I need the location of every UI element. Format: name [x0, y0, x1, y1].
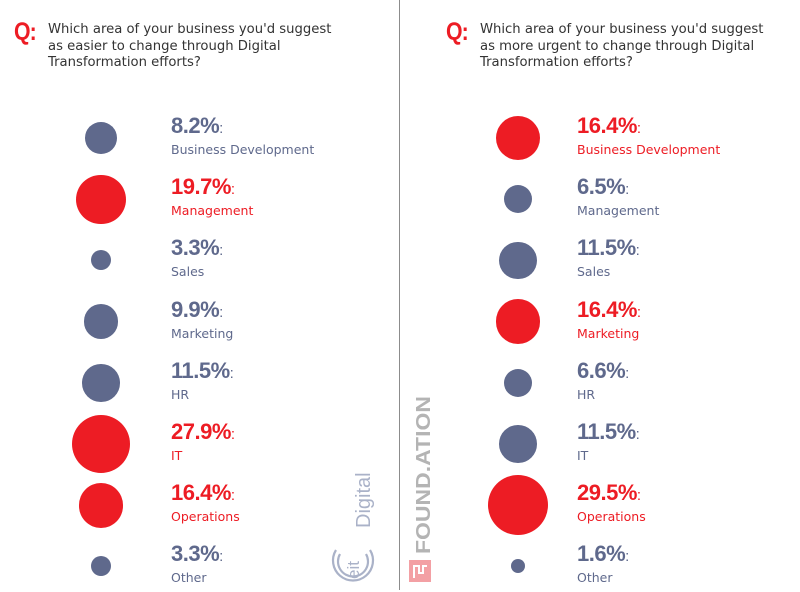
value-number: 3.3%: [171, 541, 220, 567]
bubble: [499, 425, 537, 463]
value-label: 6.5%:: [577, 175, 629, 202]
bubble: [90, 250, 112, 271]
category-label: Business Development: [171, 142, 315, 157]
category-label: HR: [171, 386, 190, 402]
bubble: [487, 475, 549, 536]
value-colon: :: [219, 242, 223, 260]
category-label: Operations: [171, 509, 240, 525]
value-label: 6.6%:: [577, 357, 629, 386]
value-label: 8.2%:: [171, 114, 223, 141]
value-number: 3.3%: [171, 235, 220, 261]
value-colon: :: [635, 242, 640, 260]
value-colon: :: [625, 181, 629, 199]
question-line: Which area of your business you'd sugges…: [480, 22, 764, 37]
question-text: Which area of your business you'd sugges…: [48, 22, 388, 72]
category-label: Business Development: [577, 142, 721, 157]
value-colon: :: [636, 120, 641, 137]
category-label: Marketing: [577, 325, 640, 341]
bubble: [83, 304, 119, 340]
eit-digital-text: Digital: [353, 472, 375, 528]
foundation-mark-icon: [409, 560, 431, 582]
category-label: IT: [171, 448, 183, 463]
value-label: 1.6%:: [577, 542, 629, 569]
value-label: 16.4%:: [577, 114, 641, 141]
value-label: 27.9%:: [171, 420, 235, 447]
category-label: Management: [577, 203, 660, 219]
value-label: 11.5%:: [577, 235, 640, 263]
value-number: 16.4%: [577, 296, 637, 322]
value-colon: :: [229, 364, 234, 382]
bubble: [82, 363, 120, 402]
category-label: IT: [577, 448, 589, 463]
bubble: [78, 482, 124, 528]
value-label: 3.3%:: [171, 236, 223, 263]
question-line: Transformation efforts?: [48, 55, 201, 70]
bubble: [76, 174, 126, 224]
value-label: 11.5%:: [171, 357, 234, 386]
bubble: [510, 559, 525, 574]
category-label: Sales: [577, 264, 611, 280]
category-label: Operations: [577, 509, 646, 525]
value-number: 11.5%: [577, 235, 636, 261]
value-number: 16.4%: [577, 113, 637, 138]
value-colon: :: [219, 303, 223, 321]
category-label: Sales: [171, 264, 205, 280]
category-label: HR: [577, 386, 596, 402]
value-number: 9.9%: [171, 296, 220, 322]
value-number: 19.7%: [171, 174, 231, 200]
value-colon: :: [219, 120, 223, 137]
panel-divider: [399, 0, 400, 590]
eit-ring-icon: [331, 549, 375, 582]
value-colon: :: [625, 548, 629, 566]
q-mark: Q:: [446, 18, 469, 46]
value-colon: :: [230, 487, 235, 505]
value-label: 16.4%:: [577, 296, 641, 325]
value-label: 3.3%:: [171, 542, 223, 569]
value-number: 1.6%: [577, 541, 626, 567]
value-label: 9.9%:: [171, 296, 223, 325]
foundation-logo: FOUND.ATION: [409, 396, 435, 582]
category-label: Marketing: [171, 325, 234, 341]
value-colon: :: [635, 426, 640, 443]
value-number: 27.9%: [171, 419, 231, 444]
eit-digital-logo: eit Digital: [331, 472, 375, 582]
question-line: Transformation efforts?: [480, 55, 633, 70]
bubble: [85, 122, 117, 154]
bubble: [503, 368, 533, 398]
category-label: Other: [577, 570, 613, 586]
question-line: as more urgent to change through Digital: [480, 38, 755, 54]
value-colon: :: [230, 426, 235, 443]
value-colon: :: [230, 181, 235, 199]
value-number: 8.2%: [171, 113, 220, 138]
bubble: [495, 115, 541, 161]
eit-text: eit: [344, 561, 363, 579]
category-label: Management: [171, 203, 254, 219]
category-label: Other: [171, 570, 207, 586]
value-number: 16.4%: [171, 480, 231, 506]
question-line: Which area of your business you'd sugges…: [48, 22, 332, 37]
value-label: 29.5%:: [577, 481, 641, 508]
value-number: 6.5%: [577, 174, 626, 200]
question-text: Which area of your business you'd sugges…: [480, 22, 800, 72]
foundation-text: FOUND.ATION: [413, 396, 435, 554]
value-number: 29.5%: [577, 480, 637, 506]
bubble: [503, 185, 533, 214]
value-colon: :: [219, 548, 223, 566]
value-number: 6.6%: [577, 357, 626, 383]
value-label: 11.5%:: [577, 419, 640, 447]
q-mark: Q:: [14, 18, 37, 46]
bubble: [499, 241, 537, 280]
question-line: as easier to change through Digital: [48, 38, 281, 54]
value-label: 16.4%:: [171, 481, 235, 508]
value-number: 11.5%: [171, 357, 230, 383]
bubble: [71, 414, 131, 474]
value-label: 19.7%:: [171, 175, 235, 202]
bubble: [495, 299, 541, 345]
value-colon: :: [625, 364, 629, 382]
value-number: 11.5%: [577, 419, 636, 444]
bubble: [90, 556, 112, 577]
value-colon: :: [636, 487, 641, 505]
value-colon: :: [636, 303, 641, 321]
